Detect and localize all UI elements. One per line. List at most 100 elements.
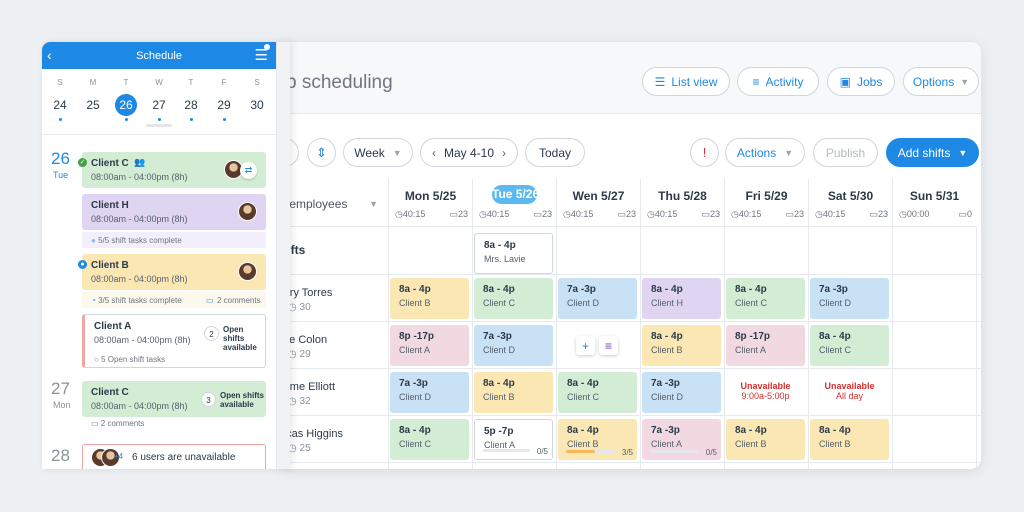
shift-card[interactable]: 7a -3p Client D (642, 372, 721, 413)
scheduler-window: b scheduling ☰ List view ≡ Activity ▣ Jo… (278, 42, 981, 469)
compress-button[interactable]: ⇕ (307, 138, 336, 167)
shift-card[interactable]: Client C 👥 08:00am - 04:00pm (8h) ⇄ (82, 152, 266, 188)
day-column-header[interactable]: Sat 5/30 ◷40:15 ▭23 (808, 179, 892, 227)
day-column-header[interactable]: Tue 5/26 ◷40:15 ▭23 (472, 179, 556, 227)
hours-total: ◷40:15 (479, 209, 509, 220)
today-button[interactable]: Today (525, 138, 585, 167)
week-day-30[interactable]: 30 (250, 98, 264, 112)
week-day-26[interactable]: 26 (115, 94, 137, 116)
chevron-left-icon[interactable]: ‹ (431, 145, 436, 160)
shift-card[interactable]: 8a - 4p Client B 3/5 (558, 419, 637, 460)
hours-total: ◷40:15 (647, 209, 677, 220)
avatar (101, 448, 120, 467)
week-day-24[interactable]: 24 (53, 98, 67, 112)
unavailable-cell[interactable]: Unavailable All day (810, 381, 889, 401)
task-progress-label: 0/5 (705, 448, 717, 457)
list-icon[interactable]: ☰ (254, 47, 268, 64)
clock-icon: ◷ (288, 396, 300, 407)
shift-card[interactable]: 8a - 4p Client B (726, 419, 805, 460)
unavailable-card[interactable]: +4 6 users are unavailable (82, 444, 266, 469)
shift-card[interactable]: 5p -7p Client A 0/5 (474, 419, 553, 460)
swap-icon[interactable]: ⇄ (240, 162, 257, 179)
back-arrow-icon[interactable]: ‹ (47, 47, 52, 63)
options-button[interactable]: Options ▼ (903, 67, 979, 96)
add-shifts-button[interactable]: Add shifts ▼ (886, 138, 979, 167)
employee-filter[interactable]: y employees ▼ (278, 179, 388, 227)
hours-value: 40:15 (822, 209, 846, 219)
week-day-27[interactable]: 27 (152, 98, 166, 112)
shift-card[interactable]: 7a -3p Client A 0/5 (642, 419, 721, 460)
shift-client: Client D (483, 345, 516, 355)
task-progress-label: 0/5 (536, 447, 548, 456)
shift-card[interactable]: Client H 08:00am - 04:00pm (8h) (82, 194, 266, 230)
shift-card[interactable]: 8a - 4p Client H (642, 278, 721, 319)
shift-card[interactable]: 8a - 4p Client B (390, 278, 469, 319)
employee-hours: ◷ 25 (288, 443, 311, 454)
shift-client: Client B (819, 439, 851, 449)
activity-button[interactable]: ≡ Activity (737, 67, 819, 96)
shift-card[interactable]: 8a - 4p Client C (390, 419, 469, 460)
shift-card[interactable]: 8a - 4p Client C (558, 372, 637, 413)
shift-time: 8a - 4p (819, 331, 851, 342)
shift-client: Client B (735, 439, 767, 449)
shift-card[interactable]: 7a -3p Client D (810, 278, 889, 319)
day-column-header[interactable]: Fri 5/29 ◷40:15 ▭23 (724, 179, 808, 227)
shift-time: 7a -3p (399, 378, 428, 389)
employee-row: ucas Higgins ◷ 25 (278, 416, 981, 463)
shift-card[interactable]: 7a -3p Client D (390, 372, 469, 413)
cell-actions: + ≡ (576, 336, 618, 355)
shift-client: Client A (651, 439, 683, 449)
employee-name[interactable]: arry Torres (280, 287, 333, 299)
day-column-header[interactable]: Thu 5/28 ◷40:15 ▭23 (640, 179, 724, 227)
shift-card[interactable]: 8a - 4p Client C (726, 278, 805, 319)
day-stats: ◷40:15 ▭23 (815, 209, 888, 220)
shift-card[interactable]: Client C 08:00am - 04:00pm (8h) 3 Open s… (82, 381, 266, 417)
open-shift-card[interactable]: Client A 08:00am - 04:00pm (8h) 2 Open s… (82, 314, 266, 368)
employee-name[interactable]: ate Colon (280, 334, 328, 346)
count-value: 23 (709, 209, 720, 219)
chevron-right-icon[interactable]: › (502, 145, 507, 160)
shift-card[interactable]: 8p -17p Client A (726, 325, 805, 366)
week-day-29[interactable]: 29 (217, 98, 231, 112)
shift-client: Mrs. Lavie (484, 254, 526, 264)
day-column-header[interactable]: Sun 5/31 ◷00:00 ▭0 (892, 179, 976, 227)
shift-time: 5p -7p (484, 426, 514, 437)
week-day-28[interactable]: 28 (184, 98, 198, 112)
shift-card[interactable]: 8a - 4p Client B (642, 325, 721, 366)
employee-name[interactable]: rome Elliott (280, 381, 336, 393)
shift-card[interactable]: 7a -3p Client D (474, 325, 553, 366)
shift-card[interactable]: 8a - 4p Client B (474, 372, 553, 413)
day-column-header[interactable]: Wen 5/27 ◷40:15 ▭23 (556, 179, 640, 227)
employee-name[interactable]: ucas Higgins (280, 428, 343, 440)
shift-time: 8p -17p (735, 331, 771, 342)
add-shift-icon[interactable]: + (576, 336, 595, 355)
list-view-button[interactable]: ☰ List view (642, 67, 730, 96)
weekday-letter: S (57, 78, 63, 87)
drag-handle[interactable] (146, 124, 172, 127)
menu-icon[interactable]: ≡ (599, 336, 618, 355)
day-column-header[interactable]: Mon 5/25 ◷40:15 ▭23 (388, 179, 472, 227)
unavailable-label: Unavailable (824, 381, 875, 391)
scrollbar[interactable] (276, 42, 290, 469)
unavailable-cell[interactable]: Unavailable 9:00a-5:00p (726, 381, 805, 401)
comments-label: 2 comments (217, 296, 261, 305)
shift-time: 7a -3p (483, 331, 512, 342)
jobs-button[interactable]: ▣ Jobs (827, 67, 895, 96)
view-select[interactable]: Week ▼ (343, 138, 413, 167)
column-divider (640, 227, 641, 469)
shift-time: 8a - 4p (651, 284, 683, 295)
alerts-button[interactable]: ! (690, 138, 719, 167)
shift-card[interactable]: Client B 08:00am - 04:00pm (8h) (82, 254, 266, 290)
shift-card[interactable]: 8a - 4p Client B (810, 419, 889, 460)
count-value: 23 (625, 209, 636, 219)
publish-button[interactable]: Publish (813, 138, 878, 167)
week-day-25[interactable]: 25 (86, 98, 100, 112)
shift-card[interactable]: 7a -3p Client D (558, 278, 637, 319)
weekday-letter: S (254, 78, 260, 87)
shift-card[interactable]: 8a - 4p Client C (810, 325, 889, 366)
open-shift-card[interactable]: 8a - 4p Mrs. Lavie (474, 233, 553, 274)
shift-card[interactable]: 8p -17p Client A (390, 325, 469, 366)
actions-button[interactable]: Actions ▼ (725, 138, 805, 167)
date-range-picker[interactable]: ‹ May 4-10 › (420, 138, 518, 167)
shift-card[interactable]: 8a - 4p Client C (474, 278, 553, 319)
